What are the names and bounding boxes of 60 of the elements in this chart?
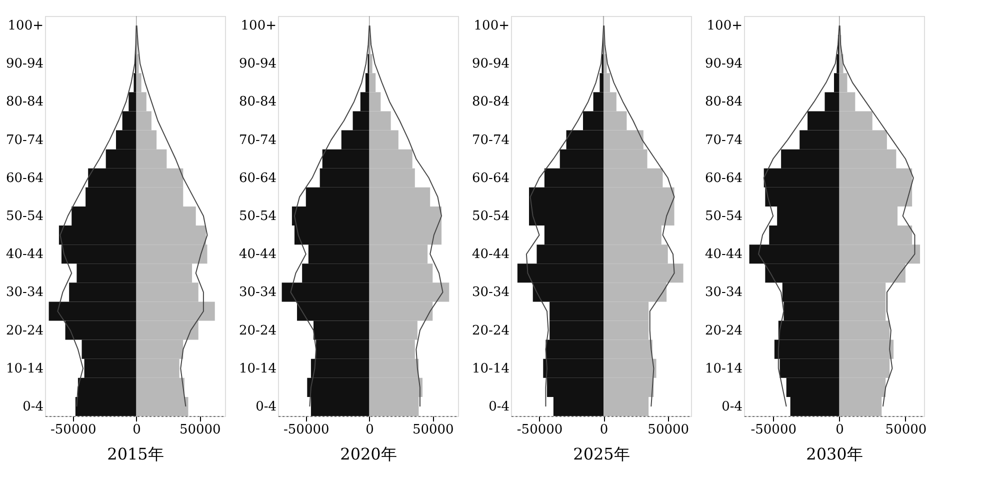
y-tick-label: 20-24 <box>472 323 510 338</box>
x-axis-title: 2020年 <box>340 444 397 464</box>
y-tick-label: 10-14 <box>239 361 276 376</box>
x-tick-label: 0 <box>366 422 374 438</box>
x-axis-title: 2030年 <box>806 444 863 464</box>
y-tick-label: 30-34 <box>6 285 44 300</box>
x-tick-label: -50000 <box>284 422 330 438</box>
y-tick-label: 40-44 <box>6 247 44 262</box>
y-tick-label: 60-64 <box>705 170 742 186</box>
x-tick-label: -50000 <box>750 422 796 438</box>
x-axis-title: 2015年 <box>107 444 164 464</box>
y-tick-label: 100+ <box>474 18 510 34</box>
y-tick-label: 0-4 <box>256 399 276 414</box>
y-tick-label: 50-54 <box>472 209 510 224</box>
y-tick-label: 70-74 <box>6 132 44 148</box>
x-tick-label: 0 <box>600 422 608 438</box>
y-tick-label: 40-44 <box>239 247 276 262</box>
x-tick-label: 0 <box>836 422 844 438</box>
y-tick-label: 80-84 <box>6 94 44 110</box>
y-tick-label: 10-14 <box>6 361 44 376</box>
y-tick-label: 80-84 <box>239 94 276 110</box>
y-tick-label: 100+ <box>240 18 276 34</box>
y-tick-label: 90-94 <box>6 56 44 72</box>
x-tick-label: 50000 <box>648 422 690 438</box>
y-tick-label: 10-14 <box>472 361 510 376</box>
y-tick-label: 80-84 <box>705 94 742 110</box>
y-tick-label: 60-64 <box>472 170 510 186</box>
y-tick-label: 0-4 <box>722 399 742 414</box>
y-tick-label: 100+ <box>8 18 44 34</box>
y-tick-label: 100+ <box>706 18 742 34</box>
y-tick-label: 70-74 <box>705 132 742 148</box>
y-tick-label: 50-54 <box>6 209 44 224</box>
y-tick-label: 40-44 <box>705 247 742 262</box>
y-tick-label: 20-24 <box>705 323 742 338</box>
y-tick-label: 80-84 <box>472 94 510 110</box>
x-tick-label: -50000 <box>50 422 96 438</box>
y-tick-label: 60-64 <box>6 170 44 186</box>
x-axis-title: 2025年 <box>573 444 630 464</box>
y-tick-label: 30-34 <box>239 285 276 300</box>
y-tick-label: 50-54 <box>705 209 742 224</box>
y-tick-label: 70-74 <box>239 132 276 148</box>
x-tick-label: 0 <box>132 422 141 438</box>
x-tick-label: 50000 <box>179 422 221 438</box>
y-tick-label: 30-34 <box>705 285 742 300</box>
y-tick-label: 60-64 <box>239 170 276 186</box>
y-tick-label: 90-94 <box>239 56 276 72</box>
y-tick-label: 90-94 <box>472 56 510 72</box>
y-tick-label: 20-24 <box>6 323 44 338</box>
y-tick-label: 30-34 <box>472 285 510 300</box>
x-tick-label: 50000 <box>412 422 454 438</box>
y-tick-label: 50-54 <box>239 209 276 224</box>
y-tick-label: 0-4 <box>488 399 510 414</box>
y-tick-label: 40-44 <box>472 247 510 262</box>
x-tick-label: -50000 <box>516 422 563 438</box>
y-tick-label: 0-4 <box>22 399 44 414</box>
y-tick-label: 70-74 <box>472 132 510 148</box>
y-tick-label: 90-94 <box>705 56 742 72</box>
y-tick-label: 10-14 <box>705 361 742 376</box>
y-tick-label: 20-24 <box>239 323 276 338</box>
x-tick-label: 50000 <box>885 422 927 438</box>
